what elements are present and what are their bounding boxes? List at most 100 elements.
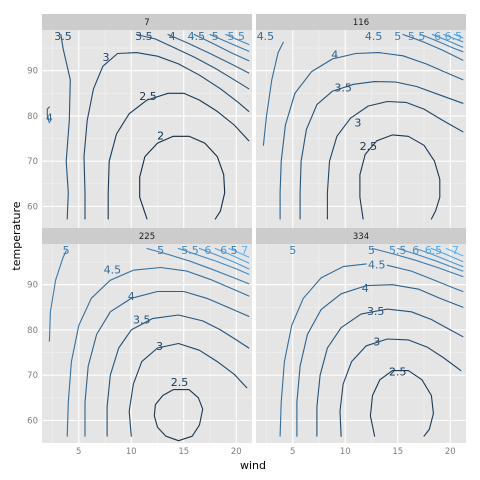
facet-strip bbox=[256, 228, 466, 244]
contour-line bbox=[228, 247, 250, 258]
contour-line bbox=[453, 33, 464, 39]
contour-label: 5 bbox=[231, 244, 238, 257]
contour-label: 5.5 bbox=[389, 244, 407, 257]
contour-label: 3 bbox=[156, 340, 163, 353]
contour-line bbox=[371, 247, 464, 278]
x-tick-label: 10 bbox=[340, 447, 351, 457]
facet-panel: 116 4.5 4 4.5 5 5.5 6 6.5 3.5 3 2.5 bbox=[256, 14, 466, 229]
contour-label: 4.5 bbox=[188, 30, 206, 43]
contour-label: 5 bbox=[212, 30, 219, 43]
contour-label: 3.5 bbox=[133, 314, 151, 327]
contour-label: 3.5 bbox=[54, 30, 72, 43]
contour-label: 4 bbox=[46, 111, 53, 124]
contour-label: 4 bbox=[169, 30, 176, 43]
contour-label: 6.5 bbox=[445, 30, 463, 43]
contour-line bbox=[443, 33, 464, 43]
contour-label: 4 bbox=[362, 282, 369, 295]
facet-strip bbox=[42, 14, 252, 30]
contour-line bbox=[177, 247, 250, 275]
facet-strip-label: 116 bbox=[353, 18, 369, 28]
contour-label: 6.5 bbox=[425, 244, 443, 257]
contour-line bbox=[262, 41, 284, 146]
contour-line bbox=[107, 92, 250, 220]
facet-strip bbox=[42, 228, 252, 244]
contour-line bbox=[153, 389, 204, 442]
contour-label: 5.5 bbox=[228, 30, 246, 43]
contour-label: 3.5 bbox=[334, 81, 352, 94]
x-tick-label: 20 bbox=[445, 447, 456, 457]
contour-line bbox=[386, 264, 464, 293]
contour-label: 5 bbox=[157, 244, 164, 257]
contour-line bbox=[431, 33, 464, 48]
x-tick-label: 15 bbox=[178, 447, 189, 457]
contour-label: 6 bbox=[204, 244, 211, 257]
contour-line bbox=[106, 314, 250, 437]
contour-label: 5 bbox=[63, 244, 70, 257]
contour-line bbox=[359, 134, 441, 220]
contour-line bbox=[139, 135, 226, 220]
contour-line bbox=[326, 100, 464, 220]
y-tick-label: 60 bbox=[27, 416, 38, 426]
contour-line bbox=[209, 33, 250, 52]
x-tick-label: 5 bbox=[76, 447, 81, 457]
contour-line bbox=[402, 33, 464, 61]
panel-background bbox=[42, 244, 252, 443]
contour-line bbox=[369, 370, 434, 437]
x-tick-label: 20 bbox=[231, 447, 242, 457]
contour-label: 2.5 bbox=[360, 140, 378, 153]
contour-label: 4 bbox=[331, 48, 338, 61]
contour-line bbox=[214, 247, 250, 264]
y-tick-label: 60 bbox=[27, 202, 38, 212]
contour-line bbox=[46, 106, 50, 124]
y-tick-label: 80 bbox=[27, 112, 38, 122]
x-axis-title: wind bbox=[240, 459, 266, 472]
contour-label: 2 bbox=[157, 129, 164, 142]
contour-line bbox=[299, 81, 464, 220]
contour-line bbox=[135, 33, 250, 90]
panel-background bbox=[256, 244, 466, 443]
contour-label: 4.5 bbox=[104, 263, 122, 276]
contour-label: 4.5 bbox=[368, 258, 386, 271]
contour-label: 7 bbox=[452, 244, 459, 257]
contour-label: 3 bbox=[373, 336, 380, 349]
contour-line bbox=[420, 33, 464, 53]
contour-line bbox=[339, 338, 462, 437]
contour-line bbox=[279, 263, 367, 437]
contour-line bbox=[296, 284, 464, 437]
contour-group: 54.55 5.5 6 6 5 743.532.5 bbox=[48, 244, 250, 442]
contour-label: 5 bbox=[394, 30, 401, 43]
facet-strip bbox=[256, 14, 466, 30]
contour-line bbox=[83, 52, 250, 220]
contour-line bbox=[430, 247, 464, 263]
contour-label: 2.5 bbox=[389, 366, 407, 379]
contour-line bbox=[146, 247, 250, 285]
y-tick-label: 90 bbox=[27, 281, 38, 291]
contour-label: 4.5 bbox=[257, 30, 275, 43]
contour-line bbox=[128, 342, 248, 437]
y-tick-label: 70 bbox=[27, 157, 38, 167]
x-tick-label: 15 bbox=[392, 447, 403, 457]
contour-group: 4.5 4 4.5 5 5.5 6 6.5 3.5 3 2.5 bbox=[257, 30, 464, 220]
y-tick-label: 80 bbox=[27, 326, 38, 336]
contour-line bbox=[397, 247, 464, 272]
contour-line bbox=[60, 33, 71, 220]
contour-label: 3.5 bbox=[367, 305, 385, 318]
contour-line bbox=[167, 33, 250, 74]
contour-line bbox=[193, 33, 250, 62]
contour-line bbox=[445, 247, 464, 257]
y-tick-label: 90 bbox=[27, 67, 38, 77]
x-tick-label: 10 bbox=[126, 447, 137, 457]
y-axis-title: temperature bbox=[10, 201, 23, 270]
contour-label: 2.5 bbox=[171, 376, 189, 389]
contour-label: 5 bbox=[368, 244, 375, 257]
contour-line bbox=[84, 290, 250, 437]
contour-line bbox=[279, 52, 464, 220]
contour-label: 3 bbox=[354, 116, 361, 129]
contour-label: 3 bbox=[103, 51, 110, 64]
facet-strip-label: 7 bbox=[144, 18, 149, 28]
contour-label: 6 bbox=[412, 244, 419, 257]
contour-group: 54.55 5.5 6 6.5 743.532.5 bbox=[279, 244, 464, 437]
